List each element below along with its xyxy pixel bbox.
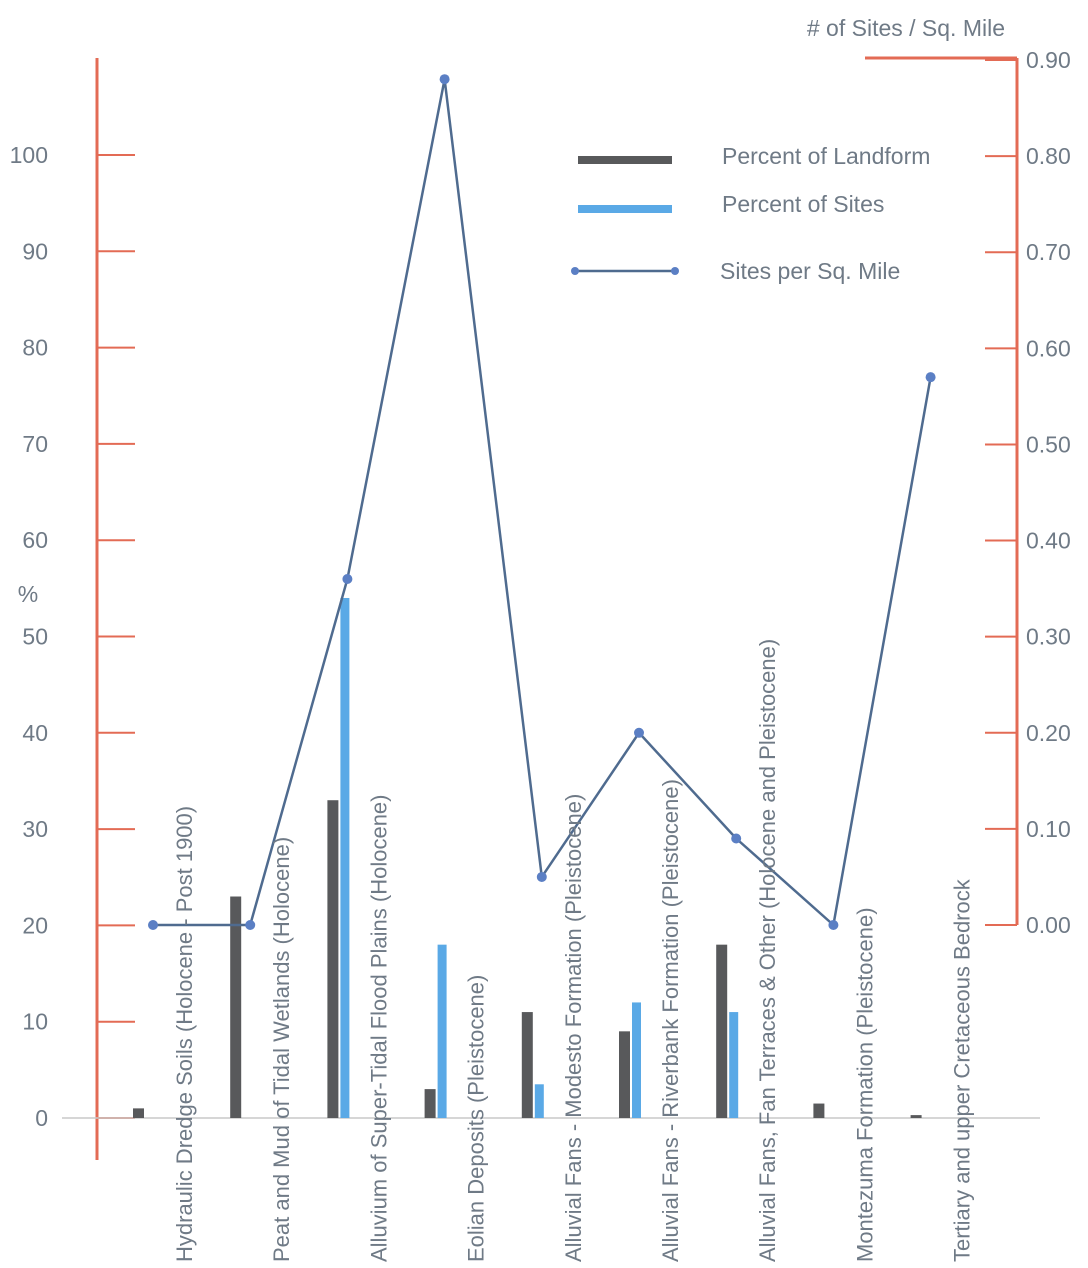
sites-per-sq-mile-point — [245, 920, 256, 930]
bar-percent-of-sites — [340, 597, 350, 1118]
legend: Percent of Landform Percent of Sites Sit… — [571, 143, 930, 284]
sites-per-sq-mile-point — [828, 920, 839, 930]
bar-percent-of-sites — [437, 944, 447, 1118]
category-labels: Hydraulic Dredge Soils (Holocene - Post … — [172, 639, 975, 1262]
sites-per-sq-mile-point — [925, 372, 936, 383]
right-tick-label: 0.60 — [1026, 335, 1071, 361]
sites-per-sq-mile-point — [731, 833, 742, 844]
left-tick-label: 0 — [35, 1105, 48, 1131]
bar-percent-of-landform — [133, 1108, 144, 1118]
bar-percent-of-landform — [910, 1115, 922, 1118]
sites-per-sq-mile-point — [634, 727, 644, 738]
right-tick-label: 0.80 — [1026, 143, 1071, 169]
right-axis-ticks: 0.00 0.10 0.20 0.30 0.40 0.50 0.60 0.70 0.80 0.90 — [985, 47, 1071, 938]
bar-percent-of-landform — [230, 896, 242, 1118]
bar-percent-of-landform — [813, 1103, 825, 1118]
sites-per-sq-mile-point — [148, 920, 158, 930]
category-label: Hydraulic Dredge Soils (Holocene - Post … — [172, 806, 197, 1262]
right-tick-label: 0.70 — [1026, 239, 1071, 265]
bar-percent-of-landform — [716, 944, 728, 1118]
bar-percent-of-sites — [729, 1012, 739, 1118]
legend-label-sites-per-sq-mile: Sites per Sq. Mile — [720, 258, 900, 284]
bar-percent-of-landform — [327, 800, 339, 1118]
left-tick-label: 90 — [22, 238, 48, 264]
right-tick-label: 0.00 — [1026, 912, 1071, 938]
sites-per-sq-mile-point — [536, 871, 547, 882]
right-tick-label: 0.50 — [1026, 431, 1071, 457]
right-tick-label: 0.40 — [1026, 528, 1071, 554]
bar-percent-of-sites — [534, 1084, 544, 1118]
sites-per-sq-mile-point — [342, 574, 353, 584]
left-tick-label: 20 — [22, 912, 48, 938]
right-tick-label: 0.90 — [1026, 47, 1071, 73]
bar-percent-of-landform — [619, 1031, 630, 1118]
category-label: Tertiary and upper Cretaceous Bedrock — [950, 878, 975, 1262]
legend-label-sites: Percent of Sites — [722, 191, 884, 217]
category-label: Eolian Deposits (Pleistocene) — [464, 975, 489, 1262]
left-tick-label: 100 — [10, 142, 48, 168]
legend-label-landform: Percent of Landform — [722, 143, 930, 169]
right-tick-label: 0.10 — [1026, 816, 1071, 842]
left-tick-label: 30 — [22, 816, 48, 842]
category-label: Montezuma Formation (Pleistocene) — [852, 907, 877, 1262]
category-label: Alluvial Fans - Riverbank Formation (Ple… — [658, 779, 683, 1262]
category-label: Alluvium of Super-Tidal Flood Plains (Ho… — [366, 795, 391, 1263]
left-tick-label: 80 — [22, 335, 48, 361]
right-tick-label: 0.30 — [1026, 624, 1071, 650]
bar-percent-of-sites — [632, 1002, 641, 1118]
legend-marker-start — [571, 267, 579, 275]
bar-percent-of-landform — [521, 1012, 533, 1118]
sites-per-sq-mile-series — [148, 74, 936, 930]
category-label: Peat and Mud of Tidal Wetlands (Holocene… — [269, 837, 294, 1262]
left-axis-ticks: 0 10 20 30 40 50 60 70 80 90 100 — [10, 142, 135, 1131]
left-tick-label: 40 — [22, 720, 48, 746]
left-axis-label: % — [18, 581, 38, 607]
left-tick-label: 60 — [22, 527, 48, 553]
right-tick-label: 0.20 — [1026, 720, 1071, 746]
left-tick-label: 10 — [22, 1009, 48, 1035]
sites-per-sq-mile-point — [439, 74, 450, 85]
category-label: Alluvial Fans, Fan Terraces & Other (Hol… — [755, 639, 780, 1262]
bars — [133, 597, 922, 1118]
bar-percent-of-landform — [424, 1089, 436, 1118]
left-tick-label: 70 — [22, 431, 48, 457]
legend-marker-end — [671, 267, 679, 275]
left-tick-label: 50 — [22, 624, 48, 650]
category-label: Alluvial Fans - Modesto Formation (Pleis… — [561, 794, 586, 1262]
right-axis-label: # of Sites / Sq. Mile — [807, 15, 1005, 41]
